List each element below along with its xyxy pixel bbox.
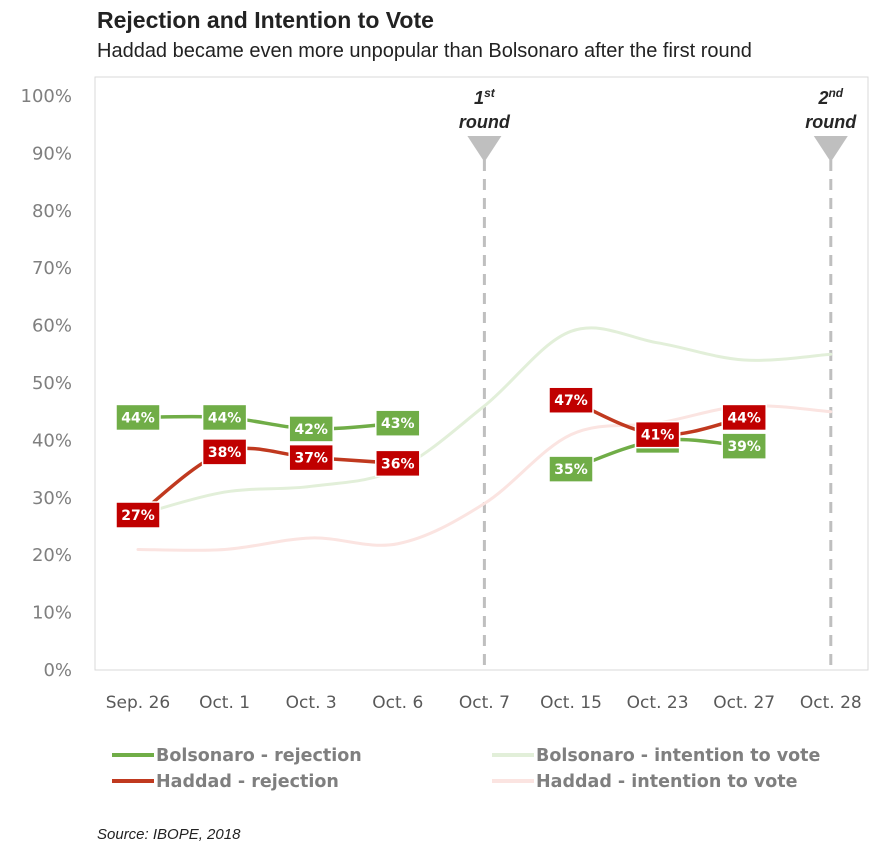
data-label-box xyxy=(375,409,421,437)
round-ordinal-label: 1st xyxy=(474,86,496,108)
data-label-haddad-rejection: 27% xyxy=(121,508,155,524)
data-label-box xyxy=(634,420,681,449)
data-label-haddad-rejection: 36% xyxy=(381,456,415,472)
series-line-haddad-intention-to-vote xyxy=(136,404,833,552)
y-tick-label: 10% xyxy=(32,603,72,624)
data-label-box xyxy=(115,403,161,432)
x-tick-label: Oct. 27 xyxy=(713,693,775,713)
data-label-box xyxy=(201,438,248,466)
legend-item-bolsonaro-intention-to-vote: Bolsonaro - intention to vote xyxy=(536,746,821,766)
y-tick-label: 0% xyxy=(43,660,72,681)
y-tick-label: 40% xyxy=(32,430,72,451)
legend-item-bolsonaro-rejection: Bolsonaro - rejection xyxy=(156,746,362,766)
data-label-box xyxy=(548,455,594,483)
data-label-haddad-rejection: 44% xyxy=(727,410,761,426)
y-tick-label: 50% xyxy=(32,373,72,394)
x-tick-label: Sep. 26 xyxy=(106,693,170,713)
data-label-bolsonaro-rejection: 44% xyxy=(121,410,155,426)
data-label-haddad-rejection: 41% xyxy=(641,428,675,444)
chart-subtitle: Haddad became even more unpopular than B… xyxy=(97,40,752,62)
round-marker-triangle xyxy=(813,136,848,162)
y-tick-label: 30% xyxy=(32,488,72,509)
data-label-box xyxy=(115,501,161,529)
chart-title: Rejection and Intention to Vote xyxy=(97,7,434,33)
data-label-box xyxy=(288,415,334,443)
round-ordinal-label: 2nd xyxy=(817,86,843,108)
y-tick-label: 60% xyxy=(32,316,72,337)
legend-item-haddad-intention-to-vote: Haddad - intention to vote xyxy=(536,772,798,792)
x-tick-label: Oct. 28 xyxy=(800,693,862,713)
data-label-haddad-rejection: 38% xyxy=(208,445,242,461)
x-tick-label: Oct. 1 xyxy=(199,693,250,713)
data-label-haddad-rejection: 47% xyxy=(554,393,588,409)
round-label: round xyxy=(459,112,511,132)
data-label-bolsonaro-rejection: 42% xyxy=(294,422,328,438)
data-label-bolsonaro-rejection: 44% xyxy=(208,410,242,426)
data-label-bolsonaro-rejection: 35% xyxy=(554,462,588,478)
data-label-haddad-rejection: 37% xyxy=(294,451,328,467)
x-tick-label: Oct. 6 xyxy=(372,693,423,713)
series-line-haddad-rejection xyxy=(136,446,400,517)
data-label-bolsonaro-rejection: 43% xyxy=(381,416,415,432)
y-tick-label: 90% xyxy=(32,143,72,164)
round-marker-triangle xyxy=(467,136,502,162)
plot-area-border xyxy=(94,76,869,671)
y-tick-label: 20% xyxy=(32,545,72,566)
data-label-box xyxy=(721,432,767,460)
x-tick-label: Oct. 7 xyxy=(459,693,510,713)
x-tick-label: Oct. 3 xyxy=(286,693,337,713)
round-label: round xyxy=(805,112,857,132)
y-tick-label: 70% xyxy=(32,258,72,279)
legend-item-haddad-rejection: Haddad - rejection xyxy=(156,772,339,792)
data-label-box xyxy=(201,403,248,432)
y-tick-label: 80% xyxy=(32,201,72,222)
source-note: Source: IBOPE, 2018 xyxy=(97,826,241,843)
data-label-box xyxy=(375,449,421,478)
data-label-bolsonaro-rejection: 39% xyxy=(727,439,761,455)
data-label-box xyxy=(548,386,594,414)
y-tick-label: 100% xyxy=(21,86,72,107)
series-line-bolsonaro-intention-to-vote xyxy=(136,326,833,517)
data-label-box xyxy=(288,443,334,472)
data-label-box xyxy=(721,403,767,432)
x-tick-label: Oct. 23 xyxy=(627,693,689,713)
series-line-bolsonaro-rejection xyxy=(136,414,400,431)
x-tick-label: Oct. 15 xyxy=(540,693,602,713)
